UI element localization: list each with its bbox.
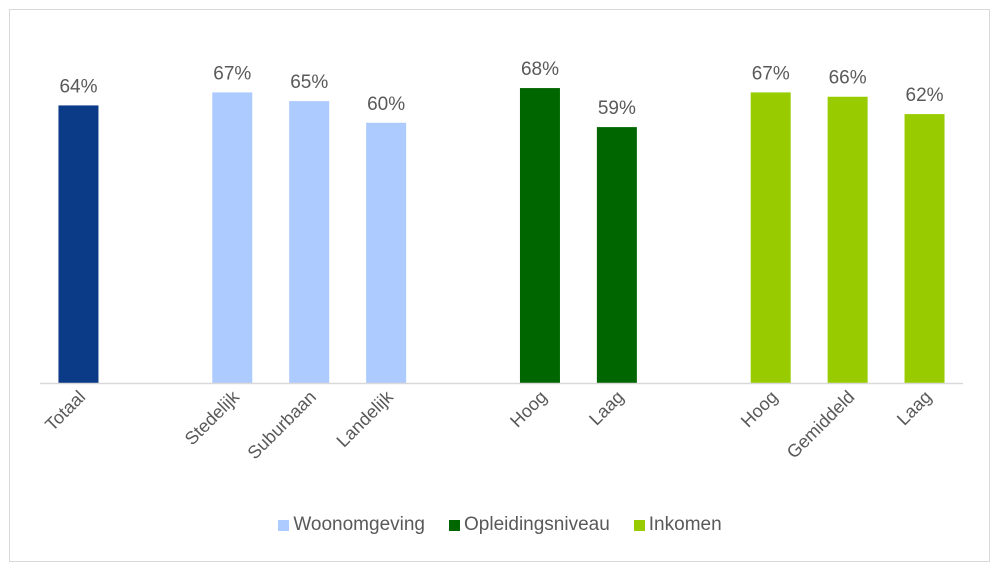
data-label: 68%: [521, 59, 559, 80]
data-label: 67%: [752, 63, 790, 84]
legend-label: Woonomgeving: [293, 514, 426, 535]
x-tick-label: Laag: [893, 387, 935, 429]
legend-item-inkomen: Inkomen: [633, 514, 722, 536]
legend-swatch: [633, 519, 645, 531]
data-label: 64%: [59, 76, 97, 97]
bar-laag: [596, 127, 637, 384]
bar-gemiddeld: [827, 96, 868, 383]
x-tick-label: Hoog: [506, 387, 551, 432]
data-label: 66%: [829, 68, 867, 89]
bar-laag: [904, 114, 945, 384]
legend-swatch: [278, 519, 290, 531]
legend-label: Opleidingsniveau: [464, 514, 610, 535]
x-tick-label: Stedelijk: [181, 386, 244, 449]
x-tick-label: Totaal: [41, 387, 89, 435]
bar-hoog: [750, 92, 791, 383]
data-label: 60%: [367, 94, 405, 115]
legend-item-woonomgeving: Woonomgeving: [278, 514, 425, 536]
data-label: 62%: [906, 85, 944, 106]
legend-swatch: [449, 519, 461, 531]
x-tick-label: Landelijk: [333, 386, 398, 451]
x-tick-label: Suburbaan: [244, 387, 320, 463]
x-tick-label: Laag: [585, 387, 627, 429]
x-tick-label: Hoog: [737, 387, 782, 432]
legend-label: Inkomen: [648, 514, 722, 535]
x-tick-label: Gemiddeld: [783, 387, 859, 463]
bar-landelijk: [366, 122, 407, 383]
chart-border: [9, 9, 990, 562]
bar-totaal: [58, 105, 99, 383]
data-label: 67%: [213, 63, 251, 84]
data-label: 65%: [290, 72, 328, 93]
bar-suburbaan: [289, 101, 330, 384]
legend-item-opleidingsniveau: Opleidingsniveau: [449, 514, 610, 536]
data-label: 59%: [598, 98, 636, 119]
bar-hoog: [519, 88, 560, 384]
legend: Woonomgeving Opleidingsniveau Inkomen: [0, 514, 1000, 536]
bar-stedelijk: [212, 92, 253, 383]
